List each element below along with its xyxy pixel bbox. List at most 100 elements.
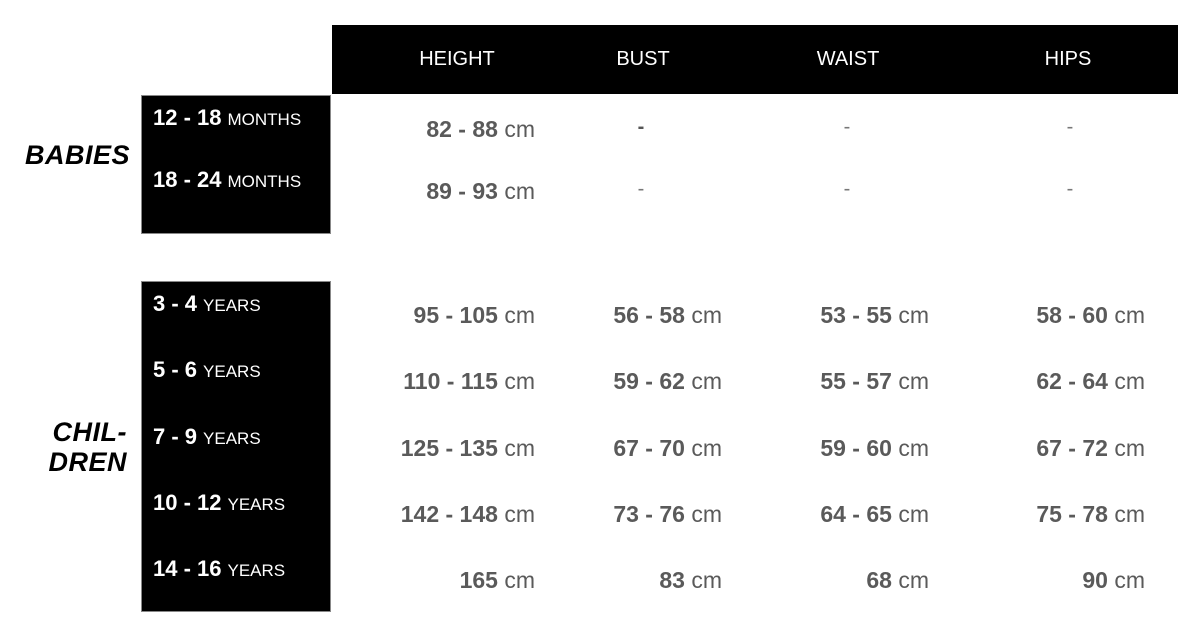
unit: cm	[504, 302, 535, 328]
group-label-children: CHIL- DREN	[48, 417, 127, 477]
empty-value: -	[843, 116, 851, 138]
children-age-box	[141, 281, 331, 612]
unit: cm	[504, 178, 535, 204]
unit: cm	[898, 368, 929, 394]
measurement-waist: 64 - 65 cm	[820, 501, 929, 528]
age-label: 10 - 12 YEARS	[153, 490, 285, 516]
measurement-value: 59 - 60	[820, 435, 892, 461]
group-label-babies: BABIES	[24, 140, 130, 170]
unit: cm	[691, 567, 722, 593]
measurement-value: 64 - 65	[820, 501, 892, 527]
measurement-hips: 67 - 72 cm	[1036, 435, 1145, 462]
group-label-line: DREN	[48, 447, 127, 477]
age-label: 5 - 6 YEARS	[153, 357, 261, 383]
age-label: 3 - 4 YEARS	[153, 291, 261, 317]
age-range: 5 - 6	[153, 357, 198, 382]
unit: cm	[504, 435, 535, 461]
measurement-height: 89 - 93 cm	[426, 178, 535, 205]
unit: cm	[504, 116, 535, 142]
babies-age-box	[141, 95, 331, 234]
age-period: MONTHS	[227, 110, 302, 129]
column-header-hips: HIPS	[1044, 48, 1092, 70]
age-label: 7 - 9 YEARS	[153, 424, 261, 450]
age-label: 18 - 24 MONTHS	[153, 167, 301, 193]
measurement-bust: 67 - 70 cm	[613, 435, 722, 462]
unit: cm	[1114, 567, 1145, 593]
unit: cm	[691, 302, 722, 328]
unit: cm	[1114, 302, 1145, 328]
unit: cm	[504, 567, 535, 593]
measurement-value: 90	[1082, 567, 1108, 593]
unit: cm	[691, 368, 722, 394]
group-label-line: CHIL-	[52, 417, 127, 447]
measurement-bust: 73 - 76 cm	[613, 501, 722, 528]
measurement-value: 59 - 62	[613, 368, 685, 394]
measurement-value: 95 - 105	[413, 302, 498, 328]
age-period: YEARS	[203, 362, 261, 381]
column-header-bar	[332, 25, 1178, 94]
measurement-waist: 59 - 60 cm	[820, 435, 929, 462]
age-period: YEARS	[227, 561, 286, 580]
empty-value: -	[637, 178, 645, 200]
unit: cm	[504, 368, 535, 394]
measurement-height: 125 - 135 cm	[401, 435, 535, 462]
unit: cm	[1114, 501, 1145, 527]
age-range: 3 - 4	[153, 291, 198, 316]
measurement-bust: 59 - 62 cm	[613, 368, 722, 395]
measurement-value: 75 - 78	[1036, 501, 1108, 527]
empty-value: -	[637, 116, 645, 138]
unit: cm	[898, 501, 929, 527]
empty-value: -	[843, 178, 851, 200]
measurement-value: 68	[866, 567, 892, 593]
measurement-hips: 62 - 64 cm	[1036, 368, 1145, 395]
measurement-hips: 75 - 78 cm	[1036, 501, 1145, 528]
measurement-height: 165 cm	[460, 567, 535, 594]
measurement-value: 62 - 64	[1036, 368, 1108, 394]
measurement-value: 55 - 57	[820, 368, 892, 394]
measurement-value: 82 - 88	[426, 116, 498, 142]
measurement-hips: 90 cm	[1082, 567, 1145, 594]
age-label: 12 - 18 MONTHS	[153, 105, 301, 131]
age-range: 14 - 16	[153, 556, 222, 581]
measurement-value: 83	[659, 567, 685, 593]
column-header-height: HEIGHT	[419, 48, 495, 70]
measurement-value: 58 - 60	[1036, 302, 1108, 328]
measurement-value: 67 - 72	[1036, 435, 1108, 461]
measurement-waist: 68 cm	[866, 567, 929, 594]
measurement-value: 53 - 55	[820, 302, 892, 328]
age-range: 7 - 9	[153, 424, 198, 449]
measurement-value: 142 - 148	[400, 501, 498, 527]
unit: cm	[691, 435, 722, 461]
age-range: 12 - 18	[153, 105, 222, 130]
age-range: 18 - 24	[153, 167, 222, 192]
age-range: 10 - 12	[153, 490, 222, 515]
empty-value: -	[1066, 116, 1074, 138]
age-period: MONTHS	[227, 172, 302, 191]
measurement-value: 110 - 115	[403, 368, 498, 394]
age-period: YEARS	[227, 495, 286, 514]
measurement-bust: 56 - 58 cm	[613, 302, 722, 329]
measurement-bust: 83 cm	[659, 567, 722, 594]
unit: cm	[1114, 435, 1145, 461]
unit: cm	[504, 501, 535, 527]
age-period: YEARS	[203, 296, 261, 315]
measurement-height: 82 - 88 cm	[426, 116, 535, 143]
column-header-waist: WAIST	[816, 48, 880, 70]
age-label: 14 - 16 YEARS	[153, 556, 285, 582]
measurement-value: 56 - 58	[613, 302, 685, 328]
measurement-height: 142 - 148 cm	[401, 501, 535, 528]
measurement-value: 73 - 76	[613, 501, 685, 527]
unit: cm	[691, 501, 722, 527]
measurement-waist: 55 - 57 cm	[820, 368, 929, 395]
measurement-height: 95 - 105 cm	[414, 302, 535, 329]
measurement-value: 67 - 70	[613, 435, 685, 461]
unit: cm	[898, 302, 929, 328]
unit: cm	[1114, 368, 1145, 394]
measurement-value: 165	[459, 567, 498, 593]
measurement-hips: 58 - 60 cm	[1036, 302, 1145, 329]
unit: cm	[898, 567, 929, 593]
measurement-value: 89 - 93	[426, 178, 498, 204]
empty-value: -	[1066, 178, 1074, 200]
column-header-bust: BUST	[616, 48, 670, 70]
